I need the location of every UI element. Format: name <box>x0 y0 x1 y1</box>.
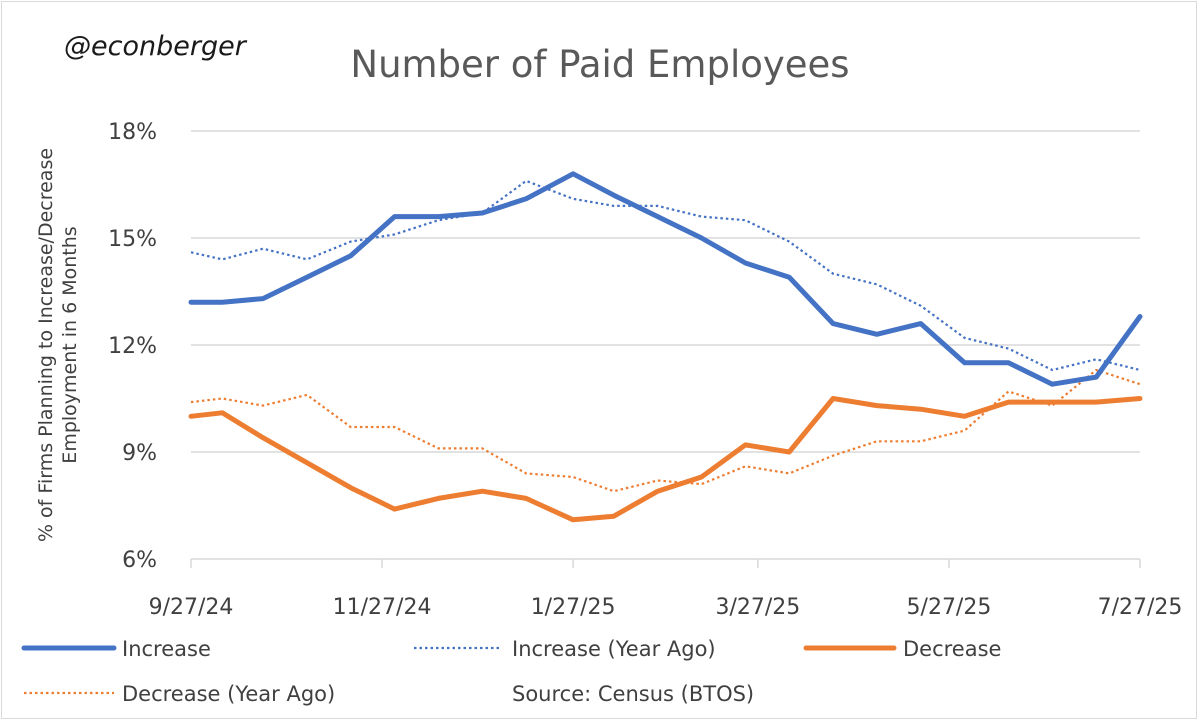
series-line-increase-year-ago <box>190 179 1141 372</box>
x-tick-label: 5/27/25 <box>907 595 992 620</box>
y-axis-ticks: 6% 9% 12% 15% 18% <box>108 120 157 573</box>
y-tick-label: 9% <box>122 441 157 466</box>
legend: Increase Increase (Year Ago) Decrease De… <box>21 637 1001 706</box>
series-line-increase <box>188 171 1143 387</box>
y-tick-label: 18% <box>108 120 157 145</box>
chart-title: Number of Paid Employees <box>350 43 849 86</box>
x-axis: 9/27/24 11/27/24 1/27/25 3/27/25 5/27/25 7/27… <box>149 558 1183 620</box>
x-tick-label: 9/27/24 <box>149 595 234 620</box>
series-line-decrease-year-ago <box>190 368 1141 493</box>
y-tick-label: 15% <box>108 227 157 252</box>
gridlines <box>191 130 1140 453</box>
series-lines <box>188 171 1143 523</box>
y-axis-label-line-1: % of Firms Planning to Increase/Decrease <box>35 148 57 542</box>
x-tick-label: 1/27/25 <box>531 595 616 620</box>
source-note: Source: Census (BTOS) <box>512 682 754 706</box>
legend-label-increase-year-ago: Increase (Year Ago) <box>512 637 716 661</box>
y-axis-label-line-2: Employment in 6 Months <box>59 226 81 463</box>
author-handle: @econberger <box>64 31 248 62</box>
y-axis-label: % of Firms Planning to Increase/Decrease… <box>35 148 81 542</box>
legend-label-decrease: Decrease <box>903 637 1001 661</box>
x-tick-label: 11/27/24 <box>333 595 432 620</box>
x-tick-label: 7/27/25 <box>1098 595 1183 620</box>
series-line-decrease <box>188 396 1143 523</box>
y-tick-label: 12% <box>108 334 157 359</box>
x-tick-label: 3/27/25 <box>715 595 800 620</box>
y-tick-label: 6% <box>122 548 157 573</box>
legend-label-decrease-year-ago: Decrease (Year Ago) <box>122 682 335 706</box>
legend-label-increase: Increase <box>122 637 211 661</box>
